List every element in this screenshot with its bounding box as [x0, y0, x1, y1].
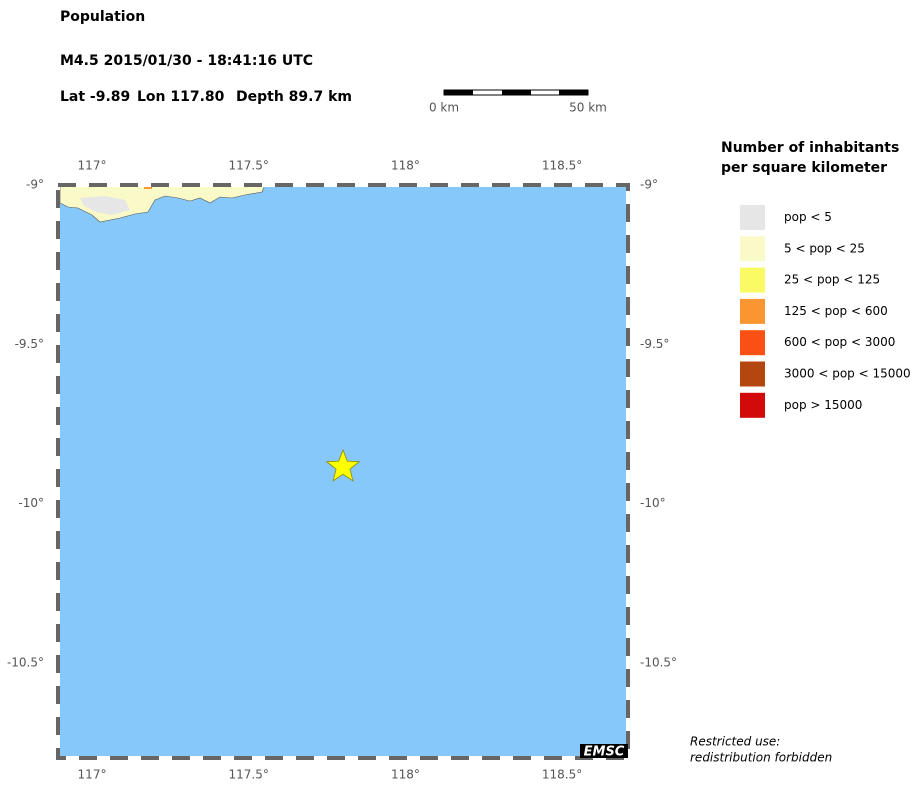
lat-label: -10° [640, 496, 666, 510]
legend-title: per square kilometer [721, 160, 887, 176]
lon: Lon 117.80 [137, 89, 225, 105]
lat-label: -9.5° [640, 337, 669, 351]
lon-label: 117.5° [229, 768, 269, 782]
lat-label: -10° [18, 496, 44, 510]
lon-label: 117° [78, 159, 107, 173]
lon-label: 118° [391, 159, 420, 173]
legend-label: pop < 5 [784, 210, 832, 224]
legend-swatch [740, 330, 765, 356]
lat-label: -9° [640, 178, 658, 192]
notice: redistribution forbidden [690, 751, 832, 765]
legend-label: pop > 15000 [784, 398, 862, 412]
legend-swatch [740, 298, 765, 324]
badge-bg [580, 744, 628, 758]
graticule-labels: 117° 117° 117.5° 117.5° 118° 118° 118.5° 118.5°… [7, 159, 677, 782]
legend-swatch [740, 361, 765, 387]
lat: Lat -9.89 [60, 89, 130, 105]
lon-label: 117.5° [229, 159, 269, 173]
scale-seg [559, 90, 588, 95]
lon-label: 118.5° [542, 159, 582, 173]
lat-label: -9.5° [15, 337, 44, 351]
lon-label: 117° [78, 768, 107, 782]
epicenter [325, 448, 361, 482]
title: Population [60, 9, 145, 25]
event: M4.5 2015/01/30 - 18:41:16 UTC [60, 53, 313, 69]
legend-swatch [740, 205, 765, 230]
lat-label: -10.5° [640, 655, 677, 669]
legend-label: 5 < pop < 25 [784, 241, 865, 255]
legend-label: 125 < pop < 600 [784, 304, 888, 318]
legend-title: Number of inhabitants [721, 140, 899, 156]
scale-seg [444, 90, 473, 95]
depth: Depth 89.7 km [236, 89, 352, 105]
legend-label: 600 < pop < 3000 [784, 335, 895, 349]
lat-label: -10.5° [7, 655, 44, 669]
legend-label: 25 < pop < 125 [784, 273, 880, 287]
map: EMSC [56, 183, 630, 760]
scale-label: 0 km [429, 101, 459, 115]
lon-label: 118.5° [542, 768, 582, 782]
legend-label: 3000 < pop < 15000 [784, 367, 911, 381]
frame-dash [56, 183, 630, 760]
scale-seg [502, 90, 531, 95]
legend-swatch [740, 392, 765, 418]
legend: pop < 5 5 < pop < 25 25 < pop < 125 125 < p… [740, 205, 911, 418]
notice: Restricted use: [690, 735, 780, 749]
legend-swatch [740, 236, 765, 262]
scale-bar: 0 km 50 km [429, 89, 607, 115]
scale-label: 50 km [569, 101, 607, 115]
legend-swatch [740, 267, 765, 293]
badge: EMSC [584, 745, 625, 760]
land-sparse [80, 196, 130, 215]
lon-label: 118° [391, 768, 420, 782]
lat-label: -9° [26, 178, 44, 192]
